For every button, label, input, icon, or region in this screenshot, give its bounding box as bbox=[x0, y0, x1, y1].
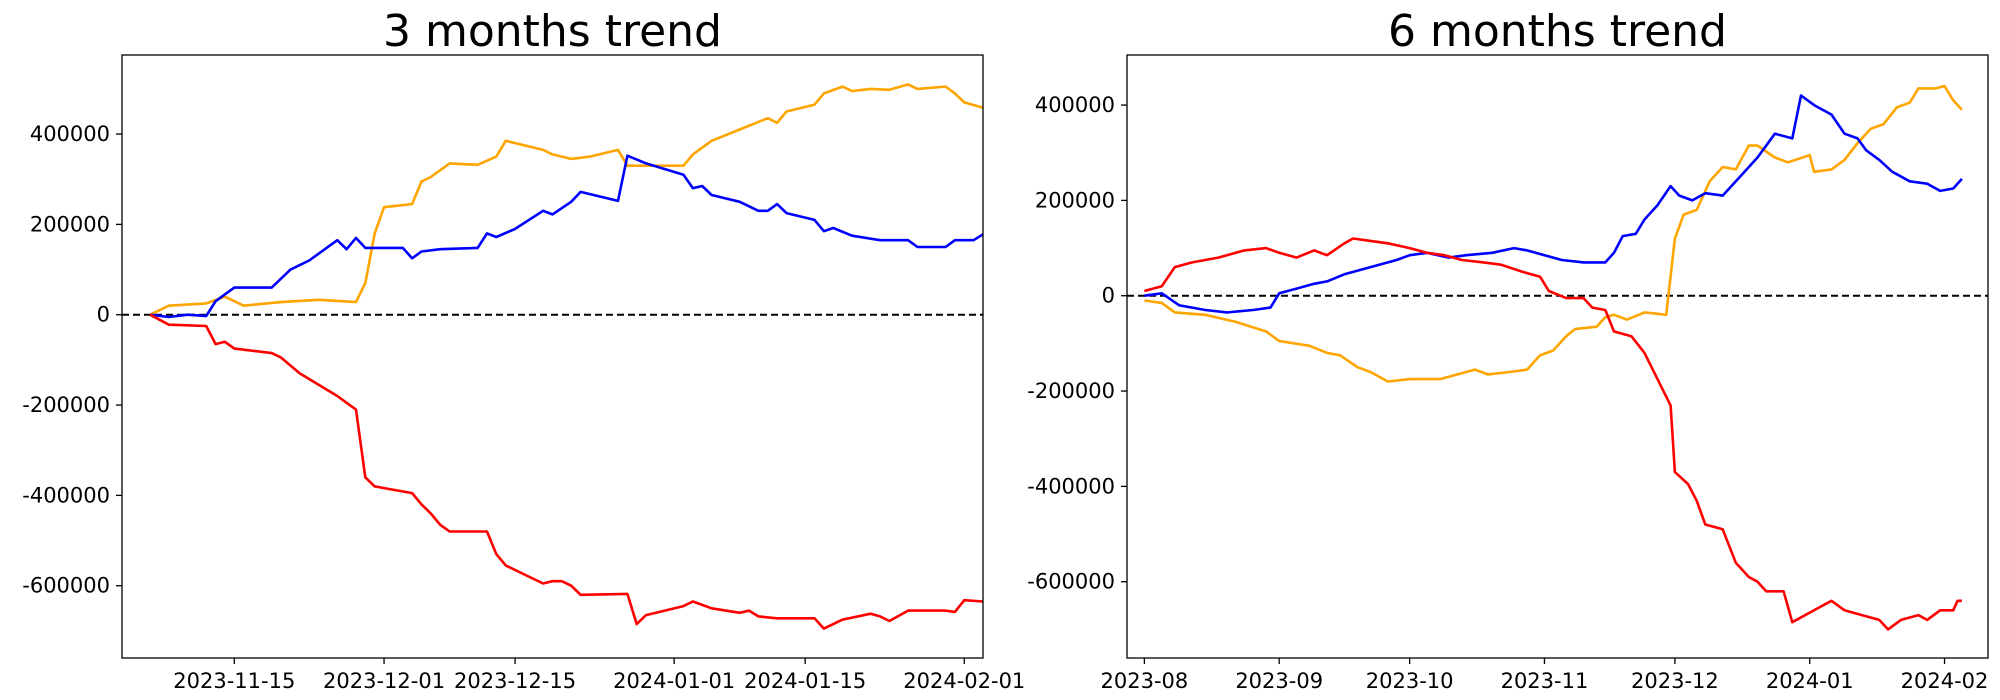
series-line-2 bbox=[1144, 237, 1962, 631]
y-tick-label: -400000 bbox=[22, 483, 110, 507]
series-line-2 bbox=[149, 313, 984, 630]
series-line-0 bbox=[1144, 84, 1963, 383]
y-tick-label: -600000 bbox=[1027, 570, 1115, 594]
chart-panel-0: 400000 200000 0 -200000 -400000 -600000 2023-1… bbox=[22, 54, 1025, 693]
series-line-1 bbox=[1144, 94, 1963, 314]
plot-frame bbox=[1126, 54, 1989, 659]
x-tick-label: 2024-01-01 bbox=[613, 669, 735, 693]
x-tick-label: 2023-09 bbox=[1235, 669, 1323, 693]
x-tick-label: 2024-02-01 bbox=[903, 669, 1025, 693]
y-tick-label: -200000 bbox=[1027, 379, 1115, 403]
y-tick-label: -200000 bbox=[22, 393, 110, 417]
chart-panel-1: 400000 200000 0 -200000 -400000 -600000 2023-0… bbox=[1027, 54, 1989, 693]
x-tick-label: 2023-11 bbox=[1501, 669, 1589, 693]
y-tick-label: 400000 bbox=[1035, 93, 1115, 117]
y-tick-label: 0 bbox=[1102, 284, 1115, 308]
x-tick-label: 2023-12 bbox=[1631, 669, 1719, 693]
y-tick-label: -600000 bbox=[22, 574, 110, 598]
series-line-1 bbox=[149, 154, 984, 319]
chart-title-3-months: 3 months trend bbox=[383, 6, 722, 57]
x-tick-label: 2023-12-15 bbox=[454, 669, 576, 693]
y-tick-label: 200000 bbox=[1035, 188, 1115, 212]
y-tick-label: 0 bbox=[97, 303, 110, 327]
x-tick-label: 2024-01-15 bbox=[744, 669, 866, 693]
y-tick-label: 200000 bbox=[30, 212, 110, 236]
chart-title-6-months: 6 months trend bbox=[1388, 6, 1727, 57]
x-tick-label: 2023-11-15 bbox=[173, 669, 295, 693]
x-tick-label: 2023-08 bbox=[1101, 669, 1189, 693]
x-tick-label: 2024-01 bbox=[1766, 669, 1854, 693]
y-tick-label: 400000 bbox=[30, 122, 110, 146]
y-tick-label: -400000 bbox=[1027, 474, 1115, 498]
series-line-0 bbox=[149, 83, 984, 316]
x-tick-label: 2023-12-01 bbox=[323, 669, 445, 693]
x-tick-label: 2023-10 bbox=[1366, 669, 1454, 693]
x-tick-label: 2024-02 bbox=[1901, 669, 1989, 693]
plot-frame bbox=[121, 54, 984, 659]
